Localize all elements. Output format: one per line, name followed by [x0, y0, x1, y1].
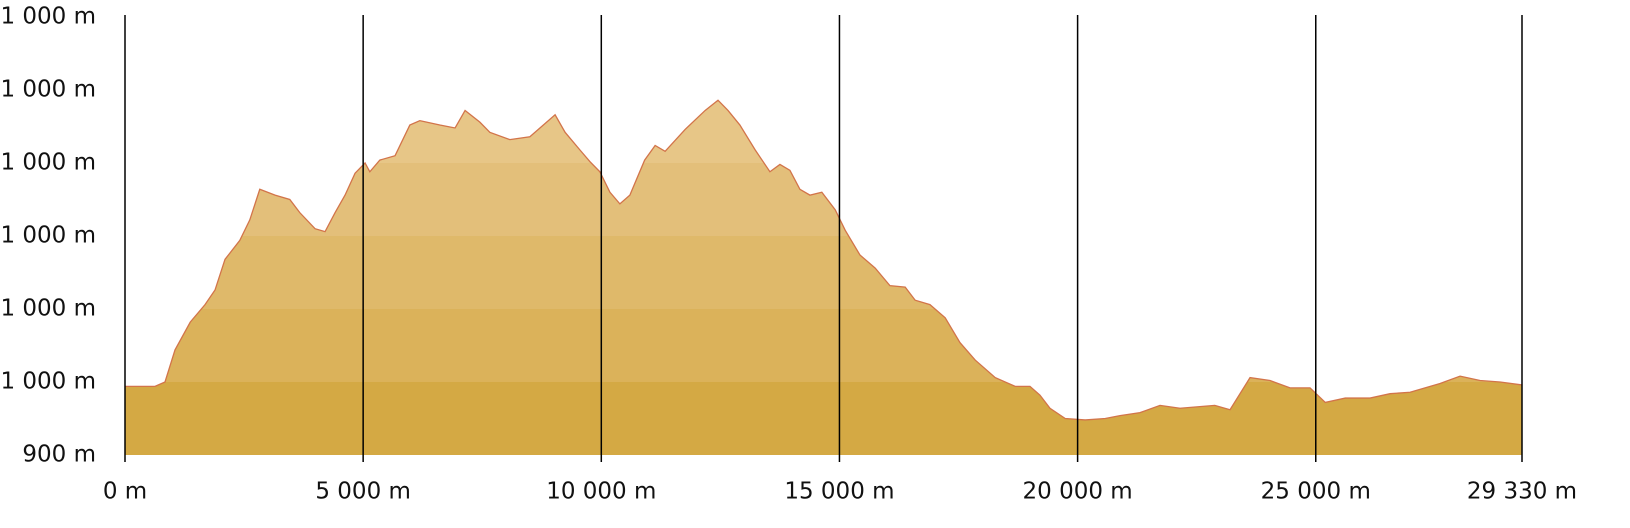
- y-tick-label: 1 000 m: [0, 4, 96, 30]
- elevation-band: [125, 382, 1522, 455]
- y-tick-label: 1 000 m: [0, 150, 96, 176]
- y-tick-label: 1 000 m: [0, 369, 96, 395]
- x-tick-label: 0 m: [103, 479, 147, 505]
- elevation-band: [125, 17, 1522, 90]
- x-tick-label: 10 000 m: [546, 479, 656, 505]
- elevation-band: [125, 163, 1522, 236]
- elevation-band: [125, 100, 1522, 163]
- elevation-band: [125, 236, 1522, 309]
- x-tick-label: 5 000 m: [315, 479, 411, 505]
- elevation-band: [125, 0, 1522, 17]
- y-tick-label: 1 000 m: [0, 223, 96, 249]
- profile-line: [125, 99, 1523, 421]
- area-fill: [125, 0, 1522, 455]
- x-tick-label: 15 000 m: [784, 479, 894, 505]
- x-tick-label: 20 000 m: [1023, 479, 1133, 505]
- elevation-band: [125, 309, 1522, 382]
- y-tick-label: 1 000 m: [0, 77, 96, 103]
- x-tick-label: 29 330 m: [1467, 479, 1577, 505]
- y-tick-label: 1 000 m: [0, 296, 96, 322]
- elevation-band: [125, 0, 1522, 17]
- y-tick-label: 900 m: [22, 442, 96, 468]
- x-tick-label: 25 000 m: [1261, 479, 1371, 505]
